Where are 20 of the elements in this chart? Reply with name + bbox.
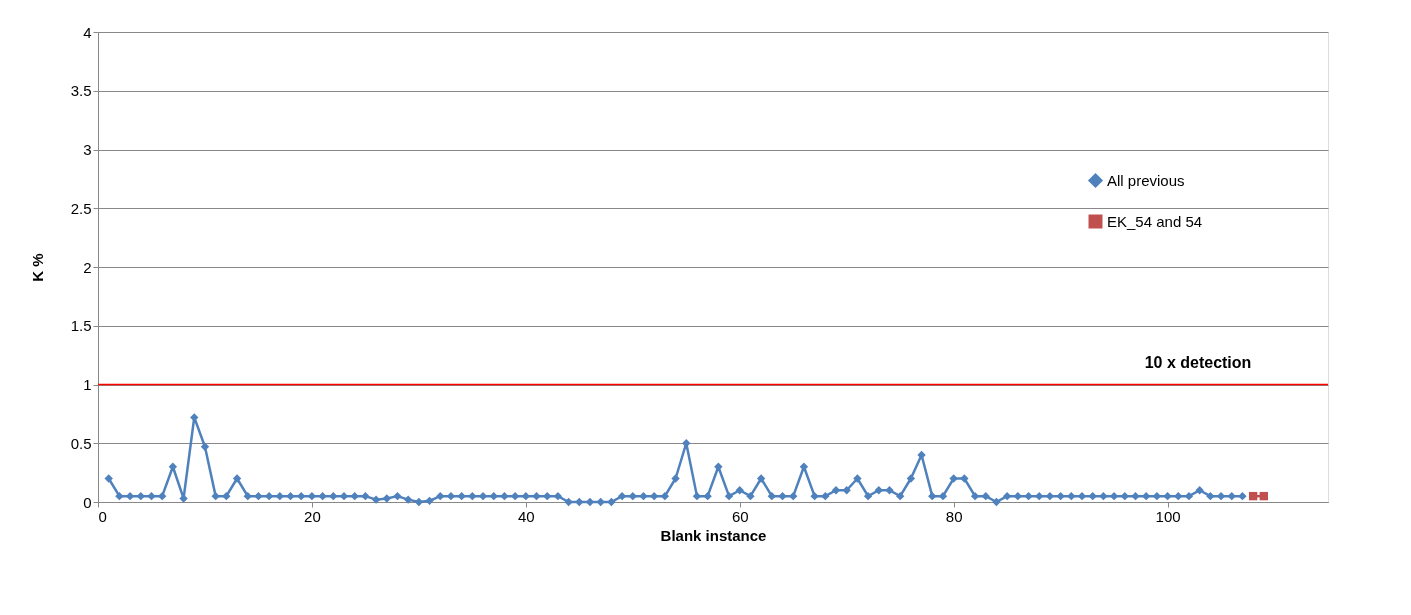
ref-line-label: 10 x detection [1144, 353, 1252, 371]
y-tick-label: 0.5 [70, 434, 92, 452]
x-tick-label: 0 [98, 507, 107, 525]
x-tick-label: 40 [517, 507, 535, 525]
x-tick-label: 60 [731, 507, 749, 525]
y-tick-label: 3.5 [70, 82, 92, 100]
x-tick-label: 80 [945, 507, 963, 525]
y-tick-label: 2 [83, 258, 92, 276]
x-tick-label: 100 [1155, 507, 1181, 525]
legend-label: EK_54 and 54 [1107, 212, 1203, 230]
y-tick-label: 4 [83, 23, 92, 41]
y-tick-label: 1 [83, 376, 92, 393]
y-tick-label: 0 [83, 493, 92, 511]
y-axis-title: K % [28, 253, 46, 282]
y-tick-label: 2.5 [70, 199, 92, 217]
x-tick-label: 20 [304, 507, 321, 525]
y-tick-label: 1.5 [70, 317, 92, 335]
x-axis-title: Blank instance [660, 526, 767, 544]
y-tick-label: 3 [83, 141, 92, 158]
legend-label: All previous [1107, 171, 1185, 189]
